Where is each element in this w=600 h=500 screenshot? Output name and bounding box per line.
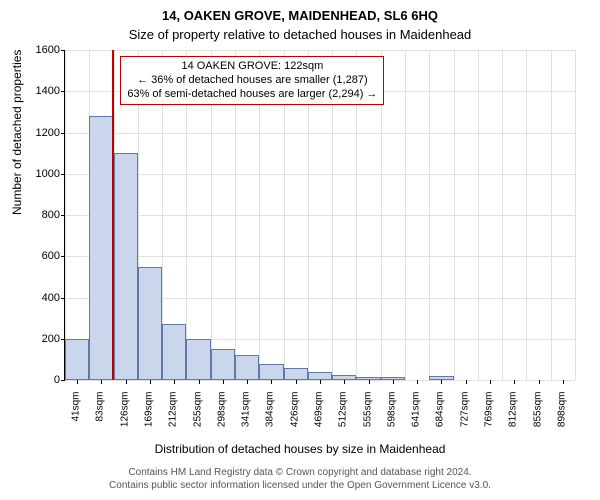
histogram-bar [259, 364, 283, 381]
gridline-v [526, 50, 527, 380]
histogram-bar [162, 324, 186, 380]
xtick-label: 727sqm [459, 392, 470, 442]
histogram-bar [235, 355, 259, 380]
ytick-label: 1600 [0, 44, 60, 56]
attribution-footer: Contains HM Land Registry data © Crown c… [0, 467, 600, 492]
ytick-label: 1400 [0, 85, 60, 97]
gridline-v [429, 50, 430, 380]
xtick-label: 469sqm [314, 392, 325, 442]
xtick-mark [490, 380, 491, 384]
gridline-h [65, 174, 575, 175]
ytick-label: 0 [0, 374, 60, 386]
footer-line-1: Contains HM Land Registry data © Crown c… [0, 467, 600, 480]
xtick-label: 41sqm [71, 392, 82, 442]
histogram-bar [284, 368, 308, 380]
ytick-label: 200 [0, 333, 60, 345]
histogram-bar [308, 372, 332, 380]
xtick-label: 641sqm [411, 392, 422, 442]
xtick-label: 212sqm [168, 392, 179, 442]
gridline-h [65, 256, 575, 257]
xtick-mark [417, 380, 418, 384]
address-line: 14, OAKEN GROVE, MAIDENHEAD, SL6 6HQ [0, 0, 600, 23]
xtick-mark [296, 380, 297, 384]
gridline-v [551, 50, 552, 380]
property-marker-line [112, 50, 114, 380]
x-axis-label: Distribution of detached houses by size … [0, 442, 600, 456]
xtick-label: 169sqm [144, 392, 155, 442]
annotation-line: 63% of semi-detached houses are larger (… [127, 88, 377, 102]
gridline-h [65, 215, 575, 216]
histogram-bar [138, 267, 162, 380]
xtick-mark [369, 380, 370, 384]
gridline-v [454, 50, 455, 380]
xtick-label: 298sqm [216, 392, 227, 442]
ytick-mark [61, 380, 65, 381]
gridline-v [405, 50, 406, 380]
xtick-mark [563, 380, 564, 384]
chart-title: Size of property relative to detached ho… [0, 23, 600, 48]
xtick-label: 255sqm [192, 392, 203, 442]
histogram-bar [211, 349, 235, 380]
xtick-label: 426sqm [289, 392, 300, 442]
ytick-label: 800 [0, 209, 60, 221]
annotation-line: ← 36% of detached houses are smaller (1,… [127, 74, 377, 88]
xtick-mark [126, 380, 127, 384]
histogram-chart: 14 OAKEN GROVE: 122sqm← 36% of detached … [64, 50, 575, 381]
xtick-mark [539, 380, 540, 384]
xtick-mark [199, 380, 200, 384]
ytick-label: 600 [0, 250, 60, 262]
xtick-mark [174, 380, 175, 384]
xtick-mark [271, 380, 272, 384]
xtick-label: 769sqm [484, 392, 495, 442]
gridline-v [478, 50, 479, 380]
xtick-mark [247, 380, 248, 384]
xtick-mark [101, 380, 102, 384]
xtick-mark [514, 380, 515, 384]
xtick-mark [150, 380, 151, 384]
y-axis-label: Number of detached properties [10, 50, 24, 215]
xtick-mark [223, 380, 224, 384]
ytick-label: 1000 [0, 168, 60, 180]
xtick-mark [466, 380, 467, 384]
xtick-label: 855sqm [532, 392, 543, 442]
histogram-bar [65, 339, 89, 380]
xtick-label: 555sqm [362, 392, 373, 442]
xtick-mark [393, 380, 394, 384]
histogram-bar [89, 116, 113, 380]
histogram-bar [186, 339, 210, 380]
histogram-bar [114, 153, 138, 380]
xtick-label: 512sqm [338, 392, 349, 442]
xtick-label: 898sqm [556, 392, 567, 442]
xtick-label: 341sqm [241, 392, 252, 442]
gridline-h [65, 133, 575, 134]
annotation-box: 14 OAKEN GROVE: 122sqm← 36% of detached … [120, 56, 384, 105]
xtick-label: 684sqm [435, 392, 446, 442]
xtick-label: 598sqm [386, 392, 397, 442]
xtick-label: 812sqm [508, 392, 519, 442]
ytick-label: 1200 [0, 127, 60, 139]
footer-line-2: Contains public sector information licen… [0, 480, 600, 493]
gridline-v [65, 50, 66, 380]
gridline-h [65, 50, 575, 51]
ytick-label: 400 [0, 292, 60, 304]
xtick-mark [344, 380, 345, 384]
annotation-line: 14 OAKEN GROVE: 122sqm [127, 60, 377, 74]
xtick-mark [77, 380, 78, 384]
xtick-mark [320, 380, 321, 384]
xtick-mark [441, 380, 442, 384]
xtick-label: 384sqm [265, 392, 276, 442]
xtick-label: 126sqm [119, 392, 130, 442]
gridline-v [502, 50, 503, 380]
xtick-label: 83sqm [95, 392, 106, 442]
gridline-v [575, 50, 576, 380]
